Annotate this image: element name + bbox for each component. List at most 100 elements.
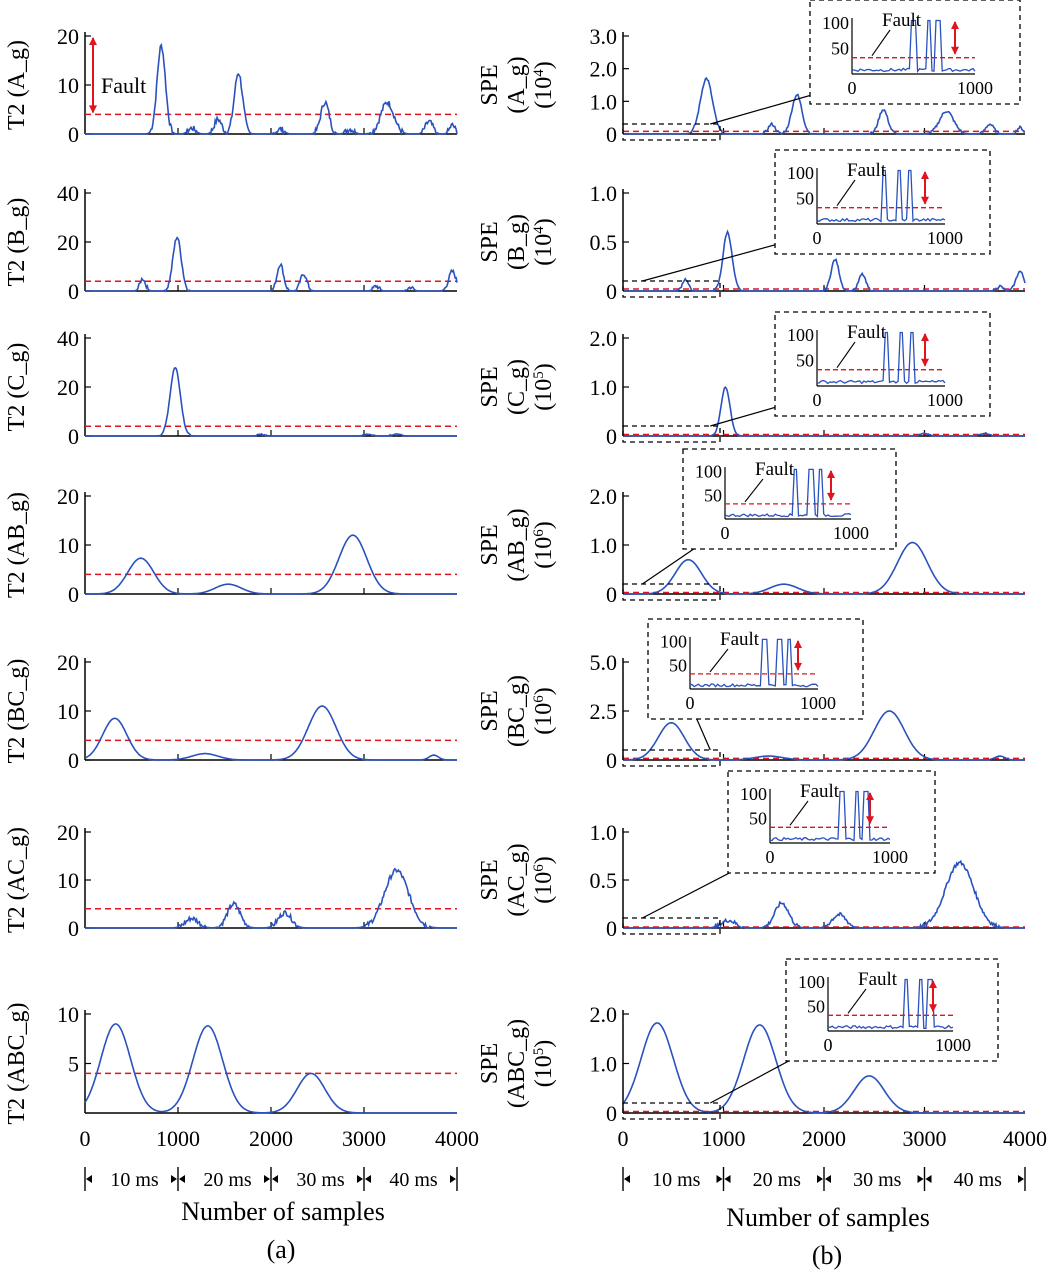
chart-a-6: 5 10 T2 (ABC_g) 0 1000 2000 3000 4000 10 ms 20 ms… — [4, 1002, 479, 1191]
segment-arrow-left — [724, 1175, 731, 1183]
series-line — [623, 229, 1026, 293]
y-axis-label: T2 (ABC_g) — [4, 1003, 30, 1125]
inset-arrow-head-down — [794, 662, 802, 671]
y-tick-label: 0 — [606, 582, 617, 607]
inset-x-tick-label: 0 — [848, 78, 857, 98]
y-tick-label: 5.0 — [590, 650, 618, 675]
segment-arrow-right — [817, 1175, 823, 1183]
x-tick-label: 0 — [618, 1126, 629, 1151]
chart-a-5: 0 10 20 T2 (AC_g) — [4, 820, 457, 941]
y-tick-label: 2.0 — [590, 484, 618, 509]
series-line — [622, 710, 1025, 761]
inset-y-tick-label: 50 — [669, 655, 687, 675]
series-line — [622, 1022, 1025, 1114]
y-tick-label: 0 — [606, 279, 617, 304]
inset-x-tick-label: 1000 — [833, 523, 869, 543]
segment-label: 40 ms — [389, 1169, 438, 1191]
chart-a-4: 0 10 20 T2 (BC_g) — [4, 650, 457, 773]
y-tick-label: 0 — [68, 916, 79, 941]
inset-series — [827, 978, 954, 1030]
inset-y-tick-label: 50 — [796, 351, 814, 371]
inset-arrow-head-up — [827, 470, 835, 478]
y-axis-label-1: SPE — [477, 1043, 503, 1084]
y-axis-label: T2 (AC_g) — [4, 827, 30, 933]
inset-arrow-head-up — [921, 171, 929, 179]
segment-arrow-left — [86, 1175, 92, 1183]
chart-a-3: 0 10 20 T2 (AB_g) — [4, 484, 457, 607]
y-axis-label-2: (A_g) — [504, 56, 530, 113]
segment-label: 20 ms — [203, 1169, 252, 1191]
y-axis-label: T2 (B_g) — [4, 198, 30, 287]
y-axis-label-1: SPE — [477, 859, 503, 900]
inset-y-tick-label: 50 — [704, 485, 722, 505]
x-tick-label: 4000 — [1003, 1126, 1047, 1151]
y-tick-label: 2.5 — [590, 699, 618, 724]
y-axis-label-3: (106) — [531, 521, 557, 569]
segment-arrow-right — [1018, 1175, 1024, 1183]
y-axis-label-2: (BC_g) — [504, 675, 530, 747]
x-tick-label: 3000 — [903, 1126, 947, 1151]
y-tick-label: 20 — [57, 230, 79, 255]
inset-series — [689, 638, 819, 688]
x-axis-title-left: Number of samples — [181, 1197, 385, 1226]
y-tick-label: 1.0 — [590, 375, 618, 400]
zoom-region-box — [622, 1102, 721, 1120]
zoom-region-box — [622, 280, 721, 298]
series-line — [84, 705, 457, 761]
segment-label: 40 ms — [954, 1169, 1003, 1191]
x-tick-label: 1000 — [702, 1126, 746, 1151]
y-tick-label: 2.0 — [590, 57, 618, 82]
inset-fault-label: Fault — [720, 629, 760, 650]
segment-label: 30 ms — [853, 1169, 902, 1191]
panel-caption-b: (b) — [812, 1241, 842, 1270]
inset-fault-label: Fault — [847, 322, 887, 343]
y-axis-label-3: (106) — [531, 856, 557, 904]
segment-arrow-left — [925, 1175, 932, 1183]
inset-box — [809, 0, 1021, 105]
y-tick-label: 0 — [68, 582, 79, 607]
y-tick-label: 20 — [57, 484, 79, 509]
inset-arrow-head-down — [929, 1004, 937, 1013]
inset-arrow-head-down — [827, 492, 835, 501]
inset-x-tick-label: 0 — [813, 228, 822, 248]
inset-arrow-head-down — [921, 358, 929, 367]
inset-fault-pointer — [744, 478, 764, 503]
segment-arrow-right — [716, 1175, 723, 1183]
inset-y-tick-label: 50 — [807, 996, 825, 1016]
zoom-region-box — [622, 123, 721, 141]
series-line — [623, 859, 1025, 930]
y-axis-label: T2 (A_g) — [4, 40, 30, 130]
y-tick-label: 1.0 — [590, 533, 618, 558]
x-tick-label: 3000 — [342, 1126, 386, 1151]
y-tick-label: 40 — [57, 181, 79, 206]
y-tick-label: 10 — [57, 1002, 79, 1027]
inset-y-tick-label: 100 — [798, 972, 825, 992]
y-axis-label-3: (106) — [531, 687, 557, 735]
inset-arrow-head-down — [866, 816, 874, 825]
y-tick-label: 20 — [57, 650, 79, 675]
fault-annotation: Fault — [101, 73, 146, 98]
y-tick-label: 20 — [57, 24, 79, 49]
inset-fault-pointer — [789, 800, 809, 826]
y-tick-label: 0 — [606, 122, 617, 147]
y-axis-label-1: SPE — [477, 221, 503, 262]
zoom-region-box — [622, 583, 721, 601]
series-line — [623, 541, 1025, 595]
inset-series — [851, 19, 976, 74]
inset-fault-pointer — [709, 648, 729, 673]
inset-x-tick-label: 0 — [686, 693, 695, 713]
segment-arrow-left — [365, 1175, 371, 1183]
y-axis-label-2: (AB_g) — [504, 508, 530, 581]
x-tick-label: 2000 — [249, 1126, 293, 1151]
zoom-region-box — [622, 425, 721, 443]
y-axis-label-2: (AC_g) — [504, 843, 530, 916]
series-line — [85, 42, 458, 136]
inset-box — [727, 770, 936, 874]
segment-label: 30 ms — [296, 1169, 345, 1191]
y-tick-label: 2.0 — [590, 1002, 618, 1027]
inset-x-tick-label: 1000 — [927, 228, 963, 248]
